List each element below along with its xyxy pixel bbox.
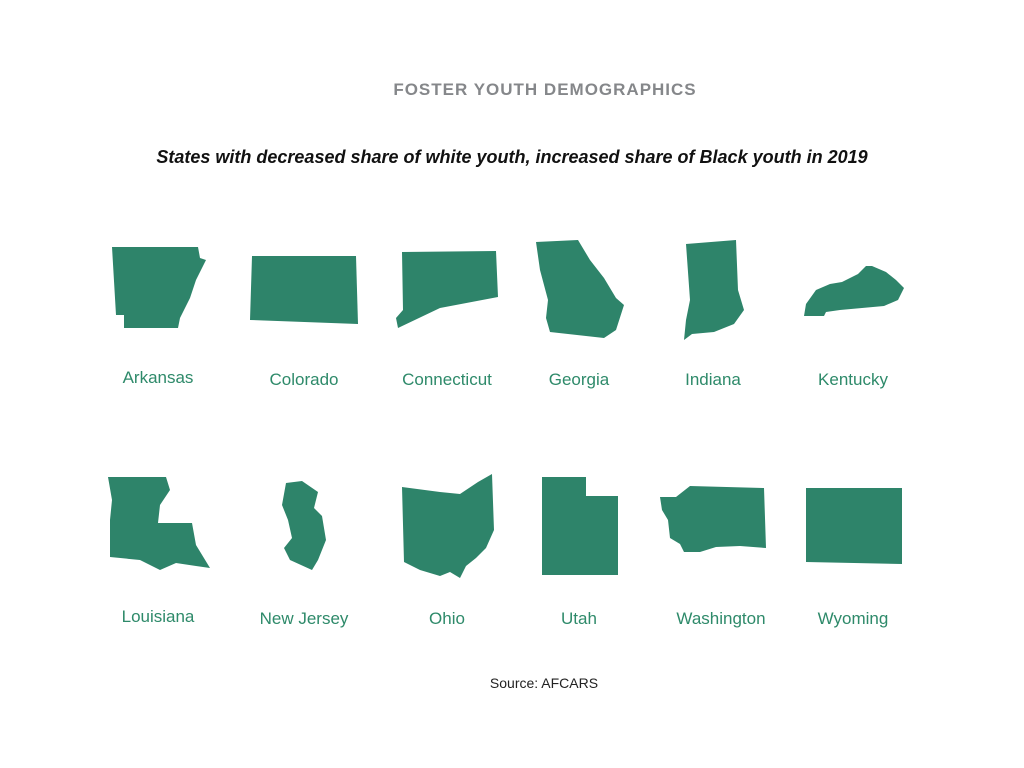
state-label: New Jersey — [260, 609, 349, 628]
state-shape — [536, 240, 624, 338]
title: FOSTER YOUTH DEMOGRAPHICS — [393, 80, 696, 99]
state-label: Kentucky — [818, 370, 888, 389]
source: Source: AFCARS — [490, 675, 598, 691]
state-shape — [402, 474, 494, 578]
state-shape — [660, 486, 766, 552]
state-shape — [804, 266, 904, 316]
state-label: Washington — [676, 609, 765, 628]
state-label: Wyoming — [818, 609, 889, 628]
state-label: Indiana — [685, 370, 741, 389]
state-label: Colorado — [270, 370, 339, 389]
subtitle: States with decreased share of white you… — [156, 147, 867, 167]
state-label: Arkansas — [123, 368, 194, 387]
state-shape — [396, 251, 498, 328]
state-shape — [684, 240, 744, 340]
state-shape — [806, 488, 902, 564]
state-shape — [250, 256, 358, 324]
state-shape — [112, 247, 206, 328]
state-label: Louisiana — [122, 607, 195, 626]
state-shape — [108, 477, 210, 570]
state-label: Ohio — [429, 609, 465, 628]
state-shape — [282, 481, 326, 570]
state-shape — [542, 477, 618, 575]
state-label: Utah — [561, 609, 597, 628]
state-label: Connecticut — [402, 370, 492, 389]
state-label: Georgia — [549, 370, 610, 389]
